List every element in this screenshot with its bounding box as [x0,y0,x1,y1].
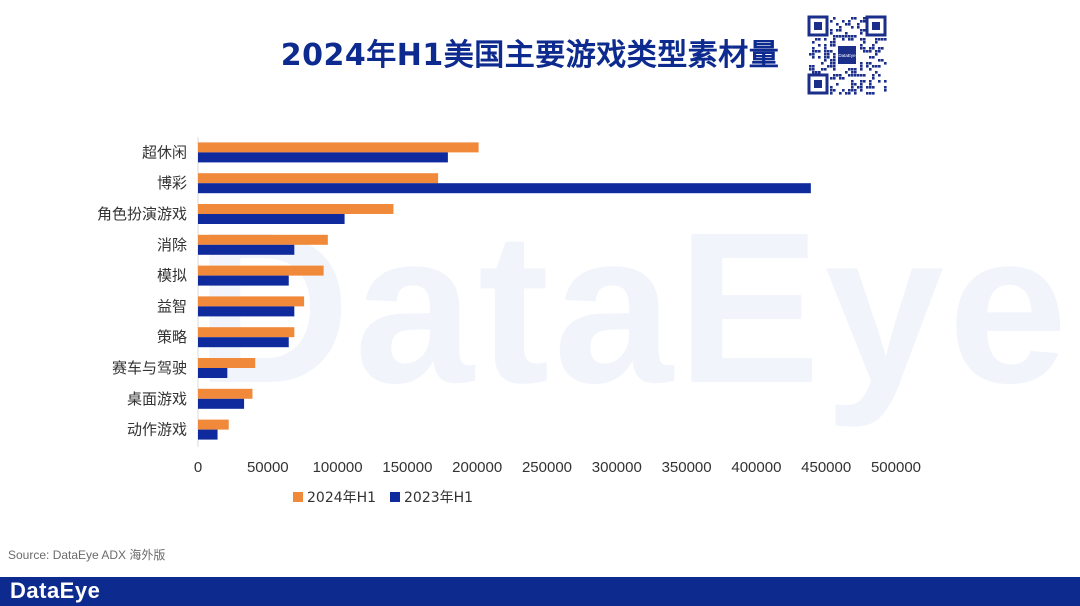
bar-2023-9 [198,429,218,440]
bar-2024-3 [198,234,328,245]
bar-2024-5 [198,296,305,307]
category-label: 消除 [157,236,187,254]
bar-2023-8 [198,398,245,409]
bar-2023-1 [198,183,811,194]
x-tick-label: 500000 [871,459,921,476]
bar-2023-0 [198,152,448,163]
legend-swatch [293,492,303,502]
category-label: 赛车与驾驶 [112,359,187,377]
category-label: 模拟 [157,267,187,285]
source-note: Source: DataEye ADX 海外版 [8,548,166,562]
bar-2023-4 [198,275,289,286]
x-tick-label: 350000 [662,459,712,476]
bar-2023-6 [198,337,289,348]
category-label: 角色扮演游戏 [97,205,187,223]
legend-label: 2024年H1 [307,490,376,506]
bar-2024-9 [198,419,229,430]
bar-2024-8 [198,388,253,399]
bar-2024-7 [198,358,256,368]
legend-swatch [390,492,400,502]
category-label: 博彩 [157,174,187,192]
bar-2023-2 [198,214,345,224]
bar-2023-3 [198,244,295,255]
bar-2024-0 [198,142,479,153]
bar-2024-4 [198,265,324,276]
category-label: 策略 [157,328,187,346]
category-label: 桌面游戏 [127,390,187,408]
x-tick-label: 400000 [731,459,781,476]
bar-2024-2 [198,204,394,214]
x-tick-label: 450000 [801,459,851,476]
x-tick-label: 0 [194,459,202,476]
footer-logo: DataEye [10,578,101,603]
x-tick-label: 250000 [522,459,572,476]
category-label: 动作游戏 [127,421,187,439]
qr-center-logo: DataEye [838,53,856,58]
x-tick-label: 300000 [592,459,642,476]
category-label: 益智 [157,297,187,315]
bar-2023-5 [198,306,295,317]
qr-code[interactable]: DataEye [807,15,887,95]
x-tick-label: 50000 [247,459,289,476]
bar-2024-1 [198,173,439,184]
x-tick-label: 200000 [452,459,502,476]
x-tick-label: 150000 [382,459,432,476]
x-tick-label: 100000 [313,459,363,476]
bar-2024-6 [198,327,295,338]
bar-2023-7 [198,368,228,378]
page-title: 2024年H1美国主要游戏类型素材量 [280,38,780,73]
legend-label: 2023年H1 [404,490,473,506]
category-label: 超休闲 [142,143,187,161]
footer-bar: DataEye [0,577,1080,606]
